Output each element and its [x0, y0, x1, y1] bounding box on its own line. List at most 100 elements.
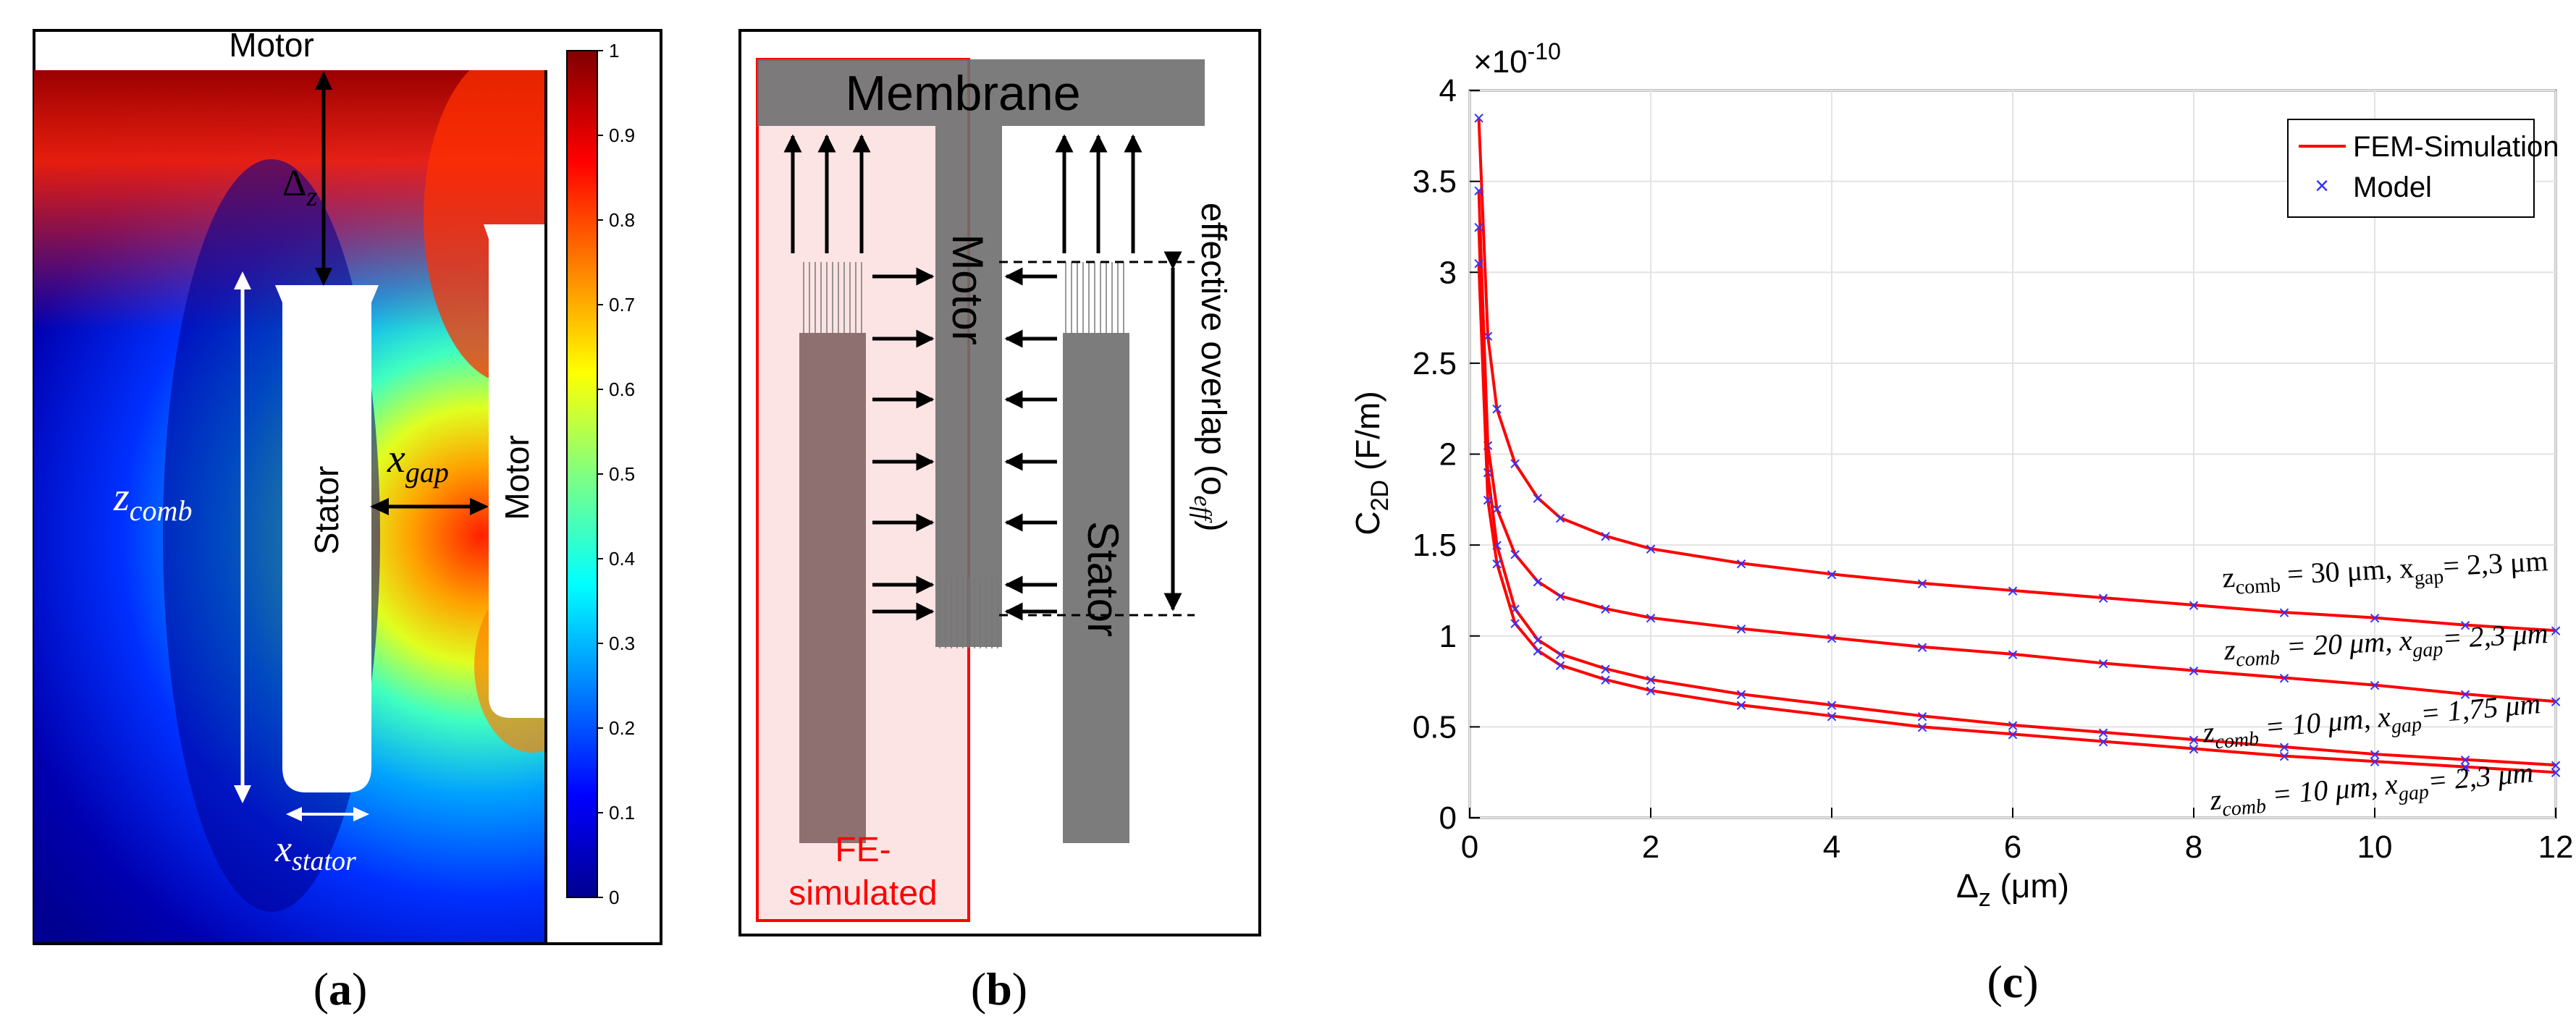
- model-point: ×: [1645, 680, 1657, 702]
- colorbar-tick-label: 1: [609, 40, 619, 62]
- model-point: ×: [2188, 738, 2200, 761]
- y-tick-label: 0: [1439, 800, 1457, 836]
- model-point: ×: [1599, 598, 1611, 620]
- motor-right-label: Motor: [498, 435, 536, 520]
- model-point: ×: [1916, 636, 1928, 659]
- y-tick-label: 2: [1439, 437, 1457, 473]
- model-point: ×: [2097, 587, 2109, 609]
- force-arrows-up: [783, 134, 1142, 253]
- model-point: ×: [1826, 694, 1838, 716]
- x-tick-label: 10: [2357, 829, 2393, 865]
- y-tick-label: 0.5: [1413, 709, 1457, 745]
- model-point: ×: [2007, 714, 2019, 737]
- model-point: ×: [1645, 669, 1657, 691]
- model-point: ×: [2188, 594, 2200, 617]
- stator-right: [1063, 333, 1129, 843]
- model-point: ×: [2369, 607, 2381, 630]
- panel-c-label: (c): [1987, 956, 2039, 1007]
- x-tick-label: 8: [2185, 829, 2202, 865]
- fringe-hatching: [803, 262, 1124, 648]
- motor-finger: [935, 126, 1002, 647]
- colorbar-tick-label: 0.2: [609, 717, 635, 739]
- model-point: ×: [1735, 618, 1747, 640]
- fem-series-line-3: [1477, 227, 2556, 767]
- model-point: ×: [1826, 705, 1838, 727]
- colorbar-tick-label: 0: [609, 887, 619, 908]
- model-point: ×: [2459, 683, 2471, 706]
- model-point: ×: [1473, 253, 1484, 275]
- membrane: [757, 59, 1205, 126]
- force-arrows-horizontal: [872, 267, 1057, 621]
- x-axis-label: Δz (μm): [1956, 867, 2069, 912]
- panel-a-label: (a): [313, 963, 368, 1015]
- model-point: ×: [2278, 667, 2290, 690]
- model-point: ×: [2459, 614, 2471, 637]
- model-point: ×: [1532, 487, 1544, 509]
- model-point: ×: [1509, 452, 1520, 475]
- colorbar-tick-label: 0.5: [609, 463, 635, 485]
- overlap-label: effective overlap (oeff): [1189, 203, 1232, 532]
- legend: FEM-Simulation × Model: [2287, 119, 2559, 218]
- colorbar-ticks: 1 0.9 0.8 0.7 0.6 0.5 0.4 0.3 0.2 0.1 0: [597, 40, 635, 908]
- colorbar-tick-label: 0.4: [609, 548, 635, 570]
- model-point: ×: [1491, 398, 1502, 420]
- model-point: ×: [1735, 683, 1747, 706]
- x-tick-label: 12: [2538, 829, 2574, 865]
- model-point: ×: [2007, 643, 2019, 666]
- y-tick-label: 1: [1439, 619, 1457, 654]
- x-tick-label: 6: [2004, 829, 2021, 865]
- model-point: ×: [1532, 640, 1544, 662]
- stator-left: [799, 333, 866, 843]
- legend-fem-label: FEM-Simulation: [2353, 131, 2559, 163]
- model-point: ×: [1473, 107, 1484, 130]
- model-point: ×: [1826, 563, 1838, 585]
- model-point: ×: [2097, 730, 2109, 753]
- model-point: ×: [2278, 601, 2290, 624]
- colorbar-tick-label: 0.9: [609, 124, 635, 146]
- curve-label-1: zcomb = 30 μm, xgap= 2,3 μm: [2221, 544, 2549, 600]
- model-point: ×: [2369, 750, 2381, 773]
- x-tick-label: 2: [1642, 829, 1659, 865]
- fem-series-line-4: [1477, 263, 2556, 774]
- model-point: ×: [1491, 552, 1502, 575]
- model-point: ×: [1509, 612, 1520, 635]
- model-point: ×: [2188, 659, 2200, 682]
- model-point: ×: [1482, 488, 1494, 511]
- colorbar: [566, 50, 598, 898]
- x-tick-label: 0: [1461, 829, 1478, 865]
- model-point: ×: [1599, 669, 1611, 691]
- model-point: ×: [1916, 716, 1928, 738]
- colorbar-tick-label: 0.3: [609, 633, 635, 654]
- fe-label-line2: simulated: [788, 874, 937, 913]
- x-gap-label: xgap: [387, 436, 449, 488]
- model-point: ×: [1916, 572, 1928, 595]
- x-tick-label: 4: [1823, 829, 1840, 865]
- legend-model-marker: ×: [2315, 172, 2329, 200]
- y-exponent-label: ×10-10: [1473, 38, 1561, 80]
- model-point: ×: [1735, 552, 1747, 575]
- panel-b-figure: Membrane Motor Stator effective overlap …: [738, 29, 1261, 936]
- membrane-label: Membrane: [845, 66, 1080, 121]
- model-point: ×: [2097, 722, 2109, 744]
- y-tick-label: 4: [1439, 73, 1457, 109]
- model-point: ×: [1645, 538, 1657, 560]
- colorbar-tick-label: 0.8: [609, 209, 635, 231]
- fe-label-line1: FE-: [835, 831, 891, 869]
- colorbar-tick-label: 0.7: [609, 294, 635, 316]
- model-point: ×: [1473, 216, 1484, 238]
- model-point: ×: [2007, 723, 2019, 745]
- legend-box: [2287, 119, 2535, 218]
- model-point: ×: [2278, 745, 2290, 768]
- axis-ticks: 0 2 4 6 8 10 12 0 0.5 1 1.5 2 2.5 3 3.5 4: [1413, 73, 2574, 865]
- model-point: ×: [1826, 627, 1838, 649]
- colorbar-tick-label: 0.1: [609, 802, 635, 824]
- model-point: ×: [1473, 179, 1484, 202]
- model-point: ×: [2550, 690, 2562, 713]
- model-point: ×: [2369, 674, 2381, 697]
- model-point: ×: [1599, 525, 1611, 548]
- stator-finger: [275, 285, 379, 792]
- model-point: ×: [2097, 652, 2109, 674]
- model-point: ×: [2550, 761, 2562, 784]
- model-point: ×: [1599, 658, 1611, 680]
